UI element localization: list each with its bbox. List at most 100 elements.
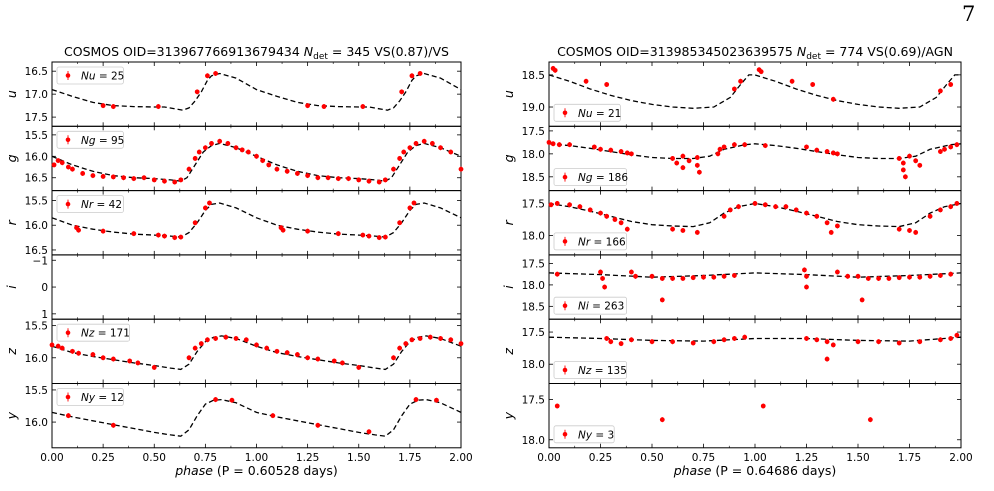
data-point <box>80 171 86 176</box>
title-ndet-value: = 774 <box>821 44 867 59</box>
model-curve <box>548 74 961 109</box>
data-point <box>845 273 851 279</box>
data-point <box>192 345 198 351</box>
data-point <box>828 229 834 235</box>
band-label: i <box>4 285 19 289</box>
data-point <box>624 150 630 156</box>
data-point <box>366 178 372 184</box>
data-point <box>458 341 464 347</box>
band-label: z <box>4 348 19 356</box>
data-point <box>397 156 403 161</box>
data-point <box>448 149 454 155</box>
data-point <box>598 269 603 275</box>
data-point <box>151 365 157 370</box>
legend-label: Ny = 3 <box>578 429 614 441</box>
data-point <box>938 88 943 94</box>
data-point <box>633 273 638 279</box>
band-label: y <box>501 411 516 420</box>
legend-box <box>553 232 627 251</box>
data-point <box>721 337 727 343</box>
data-point <box>131 231 137 237</box>
data-point <box>711 339 717 345</box>
data-point <box>205 73 210 79</box>
data-point <box>243 337 249 343</box>
data-point <box>902 174 908 180</box>
legend-marker <box>65 394 71 400</box>
chart-1: COSMOS OID=313967766913679434 Ndet = 345… <box>4 44 473 478</box>
data-point <box>192 220 198 226</box>
legend-marker <box>65 330 71 336</box>
data-point <box>789 78 795 84</box>
panel-u: 16.5 17.0 17.5 u Nu = 25 <box>4 61 462 127</box>
y-tick-label: 0 <box>41 282 48 294</box>
data-point <box>413 141 419 146</box>
data-point <box>612 217 618 222</box>
y-tick-label: 17.5 <box>522 327 545 339</box>
data-point <box>649 273 655 279</box>
data-point <box>608 339 614 345</box>
data-point <box>260 158 266 163</box>
panel-r: 17.5 18.0 r Nr = 166 <box>501 190 962 256</box>
data-point <box>600 276 605 281</box>
band-label: y <box>4 411 19 420</box>
data-point <box>649 339 655 345</box>
panel-z: 15.5 16.0 z Nz = 171 <box>4 318 464 385</box>
data-point <box>855 339 861 345</box>
data-point <box>604 82 610 87</box>
data-point <box>824 149 830 154</box>
title-ndet-subscript: det <box>313 52 328 62</box>
data-point <box>954 142 960 148</box>
data-point <box>618 149 624 154</box>
data-point <box>802 267 807 273</box>
data-point <box>110 356 116 362</box>
x-tick-label: 1.75 <box>898 452 921 464</box>
data-point <box>732 336 737 341</box>
y-tick-label: 18.0 <box>522 231 545 243</box>
data-point <box>577 204 583 210</box>
legend-label: Nu = 25 <box>81 71 124 83</box>
legend-label: Nu = 21 <box>578 108 621 120</box>
legend-box <box>553 168 627 187</box>
data-point <box>948 82 954 87</box>
y-tick-label: 17.5 <box>25 112 48 124</box>
y-tick-label: 17.5 <box>522 126 545 138</box>
data-point <box>629 269 634 275</box>
data-point <box>900 167 906 173</box>
data-point <box>239 147 245 153</box>
data-point <box>867 417 873 423</box>
data-point <box>65 164 71 170</box>
y-tick-label: 15.5 <box>25 195 48 207</box>
data-point <box>65 413 71 419</box>
panel-i: −1 0 1 i <box>4 254 462 321</box>
y-tick-label: 17.5 <box>522 395 545 407</box>
data-point <box>552 67 558 73</box>
y-tick-label: 19.0 <box>522 102 545 114</box>
data-point <box>659 417 665 423</box>
data-point <box>917 162 923 168</box>
data-point <box>686 158 692 164</box>
data-point <box>670 276 675 281</box>
data-point <box>824 339 830 345</box>
data-point <box>409 337 415 343</box>
legend: Nr = 42 <box>56 195 124 214</box>
data-point <box>865 276 871 281</box>
data-point <box>804 336 809 341</box>
data-point <box>382 177 388 183</box>
data-point <box>335 231 341 237</box>
legend: Ng = 186 <box>553 168 628 187</box>
data-point <box>213 397 219 402</box>
band-label: u <box>501 90 516 98</box>
data-point <box>192 156 198 161</box>
x-tick-label: 0.25 <box>91 452 114 464</box>
y-tick-label: 18.5 <box>522 172 545 184</box>
data-point <box>202 205 208 211</box>
data-point <box>762 143 768 148</box>
data-point <box>110 174 116 180</box>
panel-z: 17.5 18.0 z Nz = 135 <box>501 318 962 385</box>
legend: Nu = 25 <box>56 66 124 85</box>
data-point <box>76 227 81 233</box>
data-point <box>223 334 229 340</box>
title-ndet-value: = 345 <box>328 44 374 59</box>
data-point <box>209 141 214 146</box>
